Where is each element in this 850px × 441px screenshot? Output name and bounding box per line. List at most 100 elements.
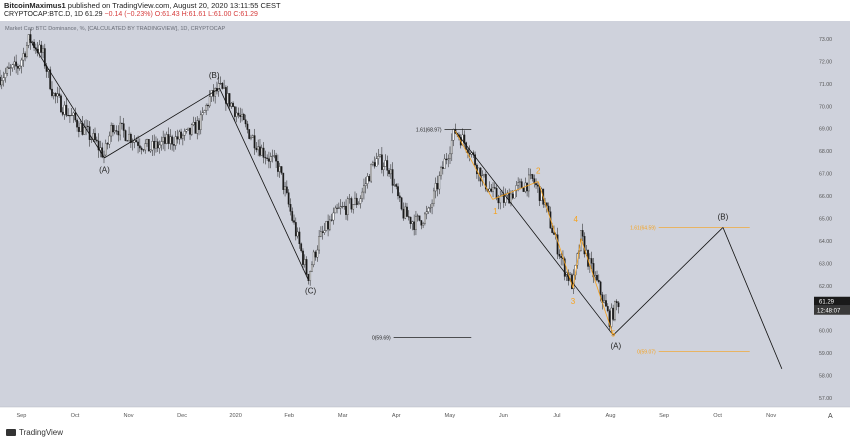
candle-body: [15, 61, 18, 67]
candle-body: [309, 271, 312, 281]
candle-body: [92, 133, 95, 140]
candle-body: [348, 198, 351, 200]
candle-body: [0, 80, 3, 86]
candle-body: [26, 45, 28, 58]
candle-body: [275, 155, 277, 162]
candle-body: [142, 149, 145, 151]
author-name[interactable]: BitcoinMaximus1: [4, 1, 66, 10]
candle-body: [522, 187, 525, 192]
candle-body: [413, 221, 416, 230]
candle-body: [363, 185, 365, 193]
candle-body: [293, 220, 295, 223]
candle-body: [443, 158, 446, 169]
price-tag-box: [814, 296, 850, 306]
auto-scale-button[interactable]: A: [828, 413, 833, 420]
candle-body: [323, 230, 326, 233]
y-axis: 73.00 72.00 71.00 70.00 69.00 68.00 67.00 66.00…: [819, 37, 832, 402]
candle-body: [296, 231, 299, 237]
candle-body: [336, 207, 338, 209]
tradingview-logo[interactable]: TradingView: [6, 428, 63, 437]
candle-body: [17, 66, 19, 69]
candle-body: [51, 88, 53, 96]
candle-body: [65, 104, 68, 116]
candle-body: [594, 275, 597, 278]
candle-body: [346, 198, 349, 215]
candle-body: [307, 274, 310, 281]
last-price: 61.29: [85, 11, 103, 18]
candle-body: [284, 186, 286, 190]
y-tick-label: 66.00: [819, 194, 832, 200]
candle-body: [140, 147, 143, 150]
candle-body: [225, 87, 227, 104]
candle-body: [294, 222, 297, 237]
candle-body: [302, 250, 304, 265]
candle-body: [60, 95, 62, 113]
tradingview-logo-icon: [6, 429, 16, 436]
candle-body: [320, 231, 322, 237]
candle-body: [427, 207, 430, 212]
candle-body: [79, 123, 82, 132]
wave-line: [537, 181, 574, 289]
candle-body: [440, 167, 442, 177]
x-axis: Sep Oct Nov Dec 2020 Feb Mar Apr May Jun Jul Aug Sep…: [16, 413, 776, 419]
candle-body: [483, 174, 485, 176]
candle-body: [255, 147, 258, 151]
candle-body: [490, 188, 493, 192]
x-tick-label: Sep: [16, 413, 26, 419]
candle-body: [156, 141, 159, 149]
candle-body: [535, 183, 537, 186]
candle-body: [124, 130, 127, 141]
candle-body: [167, 134, 170, 144]
candle-body: [138, 145, 141, 149]
candle-body: [359, 198, 362, 204]
candle-body: [499, 196, 502, 204]
candle-body: [377, 156, 380, 159]
candle-body: [117, 131, 120, 136]
candle-body: [27, 34, 30, 46]
candle-body: [526, 182, 528, 192]
publish-info: published on TradingView.com, August 20,…: [67, 1, 281, 10]
candle-body: [484, 174, 487, 190]
candle-body: [343, 205, 346, 207]
candle-body: [330, 219, 333, 221]
candle-body: [70, 115, 73, 117]
x-tick-label: Feb: [284, 413, 294, 419]
candle-body: [612, 307, 615, 320]
chart-title: Market Cap BTC Dominance, %, [CALCULATED…: [5, 26, 225, 32]
candle-body: [583, 236, 586, 255]
candle-body: [556, 234, 559, 255]
candle-body: [520, 181, 523, 189]
x-tick-label: Nov: [124, 413, 134, 419]
ohlc-values: O:61.43 H:61.61 L:61.00 C:61.29: [154, 11, 258, 18]
y-tick-label: 64.00: [819, 239, 832, 245]
y-tick-label: 57.00: [819, 396, 832, 402]
candle-body: [217, 83, 220, 92]
candle-body: [289, 204, 292, 212]
candle-body: [237, 112, 240, 116]
wave-label: (C): [305, 287, 316, 296]
candle-body: [581, 230, 584, 237]
candle-body: [605, 300, 607, 307]
candle-body: [121, 122, 123, 124]
candle-body: [311, 264, 313, 272]
y-tick-label: 63.00: [819, 261, 832, 267]
y-tick-label: 71.00: [819, 82, 832, 88]
candle-body: [160, 141, 163, 146]
symbol-line: CRYPTOCAP:BTC.D, 1D 61.29 −0.14 (−0.23%)…: [4, 11, 258, 18]
candle-body: [205, 105, 208, 111]
candle-body: [208, 96, 211, 107]
y-tick-label: 65.00: [819, 216, 832, 222]
candle-body: [402, 208, 405, 219]
candle-body: [165, 134, 168, 144]
candle-body: [606, 306, 609, 311]
candle-body: [251, 135, 254, 138]
candle-body: [354, 197, 356, 205]
candle-body: [273, 155, 276, 157]
candle-body: [212, 90, 215, 97]
candle-body: [0, 76, 1, 86]
candle-body: [441, 167, 444, 169]
wave-label: 3: [571, 297, 576, 306]
x-tick-label: Mar: [338, 413, 348, 419]
candle-body: [373, 162, 376, 167]
price-chart[interactable]: Market Cap BTC Dominance, %, [CALCULATED…: [0, 21, 850, 424]
